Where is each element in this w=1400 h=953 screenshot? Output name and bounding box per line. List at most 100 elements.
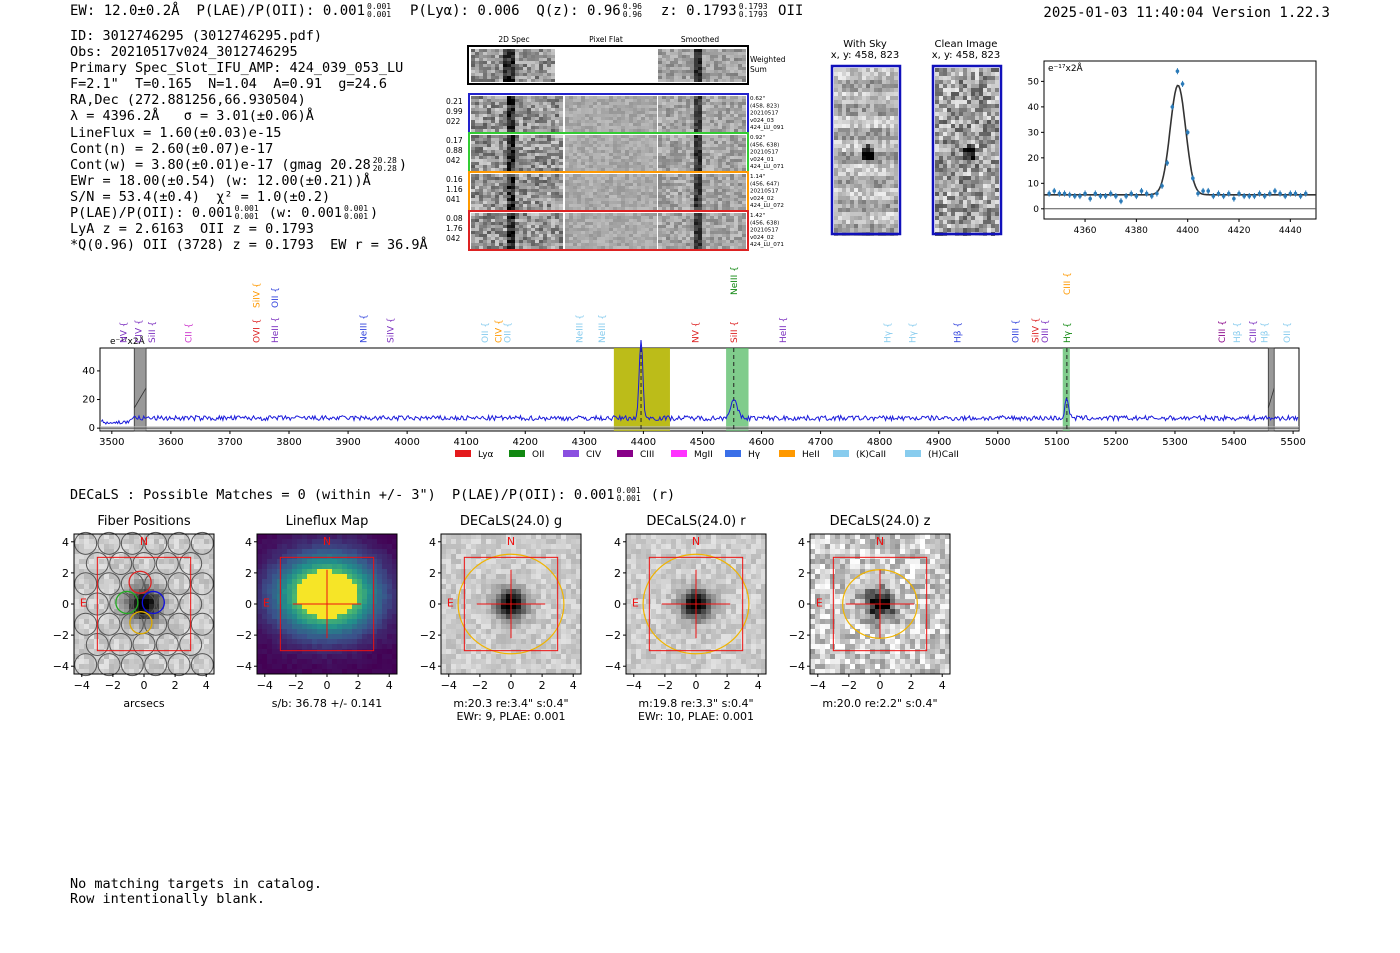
panel-pixel <box>696 609 702 615</box>
panel-pixel <box>99 579 105 585</box>
panel-pixel <box>706 634 712 640</box>
zoom-point <box>1232 196 1236 201</box>
panel-pixel <box>367 639 373 645</box>
panel-pixel <box>491 659 497 665</box>
panel-pixel <box>357 644 363 650</box>
panel-pixel <box>471 639 477 645</box>
panel-pixel <box>721 564 727 570</box>
panel-pixel <box>382 579 388 585</box>
panel-pixel <box>820 664 826 670</box>
panel-pixel <box>267 554 273 560</box>
panel-pixel <box>746 569 752 575</box>
spec-xtick-label: 4100 <box>453 437 478 448</box>
panel-pixel <box>74 569 80 575</box>
panel-pixel <box>317 639 323 645</box>
panel-pixel <box>297 554 303 560</box>
panel-pixel <box>526 664 532 670</box>
panel-pixel <box>661 619 667 625</box>
panel-pixel <box>194 574 200 580</box>
panel-pixel <box>691 604 697 610</box>
panel-pixel <box>736 649 742 655</box>
panel-pixel <box>307 604 313 610</box>
panel-pixel <box>865 614 871 620</box>
timestamp: 2025-01-03 11:40:04 <box>1043 5 1204 21</box>
panel-pixel <box>696 544 702 550</box>
panel-pixel <box>94 569 100 575</box>
panel-pixel <box>342 589 348 595</box>
panel-pixel <box>104 589 110 595</box>
panel-pixel <box>855 579 861 585</box>
panel-pixel <box>830 574 836 580</box>
panel-pixel <box>139 664 145 670</box>
panel-pixel <box>810 619 816 625</box>
panel-pixel <box>910 629 916 635</box>
panel-pixel <box>865 564 871 570</box>
panel-pixel <box>541 664 547 670</box>
panel-pixel <box>930 584 936 590</box>
panel-pixel <box>631 639 637 645</box>
panel-pixel <box>297 654 303 660</box>
panel-pixel <box>496 659 502 665</box>
panel-pixel <box>262 554 268 560</box>
panel-pixel <box>551 634 557 640</box>
panel-pixel <box>347 644 353 650</box>
panel-pixel <box>741 574 747 580</box>
panel-pixel <box>501 564 507 570</box>
panel-pixel <box>94 649 100 655</box>
row-right-label: 0.92" <box>750 135 765 141</box>
panel-pixel <box>322 594 328 600</box>
panel-pixel <box>676 594 682 600</box>
panel-pixel <box>109 579 115 585</box>
panel-pixel <box>481 639 487 645</box>
panel-pixel <box>686 544 692 550</box>
panel-pixel <box>267 634 273 640</box>
panel-pixel <box>297 639 303 645</box>
panel-pixel <box>471 594 477 600</box>
panel-pixel <box>392 644 398 650</box>
panel-pixel <box>706 659 712 665</box>
panel-pixel <box>556 569 562 575</box>
panel-pixel <box>910 594 916 600</box>
panel-pixel <box>696 574 702 580</box>
panel-pixel <box>820 559 826 565</box>
panel-pixel <box>272 634 278 640</box>
panel-pixel <box>840 634 846 640</box>
panel-pixel <box>736 619 742 625</box>
panel-pixel <box>696 629 702 635</box>
panel-pixel <box>830 659 836 665</box>
panel-pixel <box>114 609 120 615</box>
panel-pixel <box>367 654 373 660</box>
panel-pixel <box>312 599 318 605</box>
panel-pixel <box>556 609 562 615</box>
panel-pixel <box>302 659 308 665</box>
panel-pixel <box>820 594 826 600</box>
panel-caption-2: EWr: 10, PLAE: 0.001 <box>637 710 755 723</box>
panel-pixel <box>825 609 831 615</box>
panel-pixel <box>890 649 896 655</box>
weighted-smoothed <box>658 49 746 82</box>
clean-xy: x, y: 458, 823 <box>932 50 1001 61</box>
info-contn: Cont(n) = 2.60(±0.07)e-17 <box>70 140 274 157</box>
panel-pixel <box>925 624 931 630</box>
panel-pixel <box>855 599 861 605</box>
panel-pixel <box>845 534 851 540</box>
panel-pixel <box>277 549 283 555</box>
panel-pixel <box>307 559 313 565</box>
panel-pixel <box>641 669 647 675</box>
panel-pixel <box>835 629 841 635</box>
panel-pixel <box>556 659 562 665</box>
panel-pixel <box>511 634 517 640</box>
panel-pixel <box>194 619 200 625</box>
panel-pixel <box>905 534 911 540</box>
panel-pixel <box>890 604 896 610</box>
panel-pixel <box>551 569 557 575</box>
panel-pixel <box>342 629 348 635</box>
panel-pixel <box>885 599 891 605</box>
panel-pixel <box>446 574 452 580</box>
panel-pixel <box>626 599 632 605</box>
panel-pixel <box>184 539 190 545</box>
zoom-point <box>1047 191 1051 196</box>
panel-pixel <box>317 654 323 660</box>
panel-pixel <box>726 539 732 545</box>
panel-pixel <box>571 594 577 600</box>
